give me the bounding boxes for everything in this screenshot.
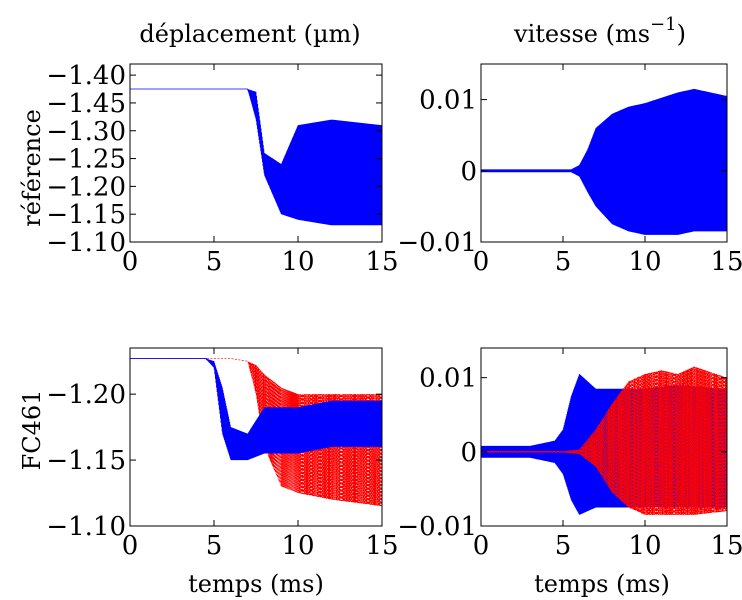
y-tick-label: −1.40 [46,61,126,91]
x-tick-label: 15 [365,531,398,561]
y-tick-label: −1.10 [46,228,126,258]
x-tick-label: 0 [122,247,139,277]
row-label-reference: référence [18,109,46,227]
x-tick-label: 15 [710,531,742,561]
x-tick-label: 10 [281,247,314,277]
y-tick-label: 0.01 [419,86,477,116]
series-line-1 [130,357,382,461]
y-tick-label: −1.45 [46,89,126,119]
col-title-velocity-close: ) [677,20,686,48]
panel-fc461-displacement: 0 5 10 15 −1.20 −1.15 −1.10 [46,347,399,561]
x-tick-label: 0 [473,247,490,277]
x-tick-label: 10 [628,531,661,561]
y-tick-label: −1.20 [46,172,126,202]
x-tick-label: 5 [555,247,572,277]
axes-frame [480,347,728,527]
x-tick-label: 0 [473,531,490,561]
series-line-1 [481,366,727,515]
x-label-left: temps (ms) [188,570,324,598]
plot-area [130,88,382,226]
y-tick-label: 0 [460,438,477,468]
series-line-0 [130,88,382,226]
axes-frame [129,347,383,527]
y-tick-label: −1.15 [46,446,126,476]
y-tick-label: −1.15 [46,200,126,230]
plot-area [481,88,727,235]
panel-reference-displacement: 0 5 10 15 −1.40−1.45−1.30−1.25−1.20−1.15−1.1… [46,61,398,277]
x-label-right: temps (ms) [534,570,670,598]
x-tick-label: 5 [555,531,572,561]
plot-area [130,357,382,507]
y-tick-label: −0.01 [397,512,477,542]
col-title-velocity-exp: −1 [650,14,677,35]
col-title-velocity: vitesse (ms−1) [513,14,686,48]
col-title-displacement: déplacement (µm) [139,20,360,48]
axes-frame [129,63,383,243]
plot-area [481,366,727,515]
x-tick-label: 5 [206,531,223,561]
series-line-0 [481,88,727,235]
col-title-velocity-main: vitesse (ms [513,20,650,48]
y-tick-label: 0 [460,157,477,187]
y-tick-label: 0.01 [419,364,477,394]
row-label-fc461: FC461 [18,390,46,471]
y-tick-label: −0.01 [397,228,477,258]
x-tick-label: 5 [206,247,223,277]
x-tick-label: 15 [365,247,398,277]
y-tick-label: −1.30 [46,117,126,147]
x-tick-label: 0 [122,531,139,561]
x-tick-label: 15 [710,247,742,277]
axes-frame [480,63,728,243]
y-tick-label: −1.25 [46,145,126,175]
x-tick-label: 10 [281,531,314,561]
x-tick-label: 10 [628,247,661,277]
y-tick-label: −1.20 [46,380,126,410]
y-tick-label: −1.10 [46,512,126,542]
